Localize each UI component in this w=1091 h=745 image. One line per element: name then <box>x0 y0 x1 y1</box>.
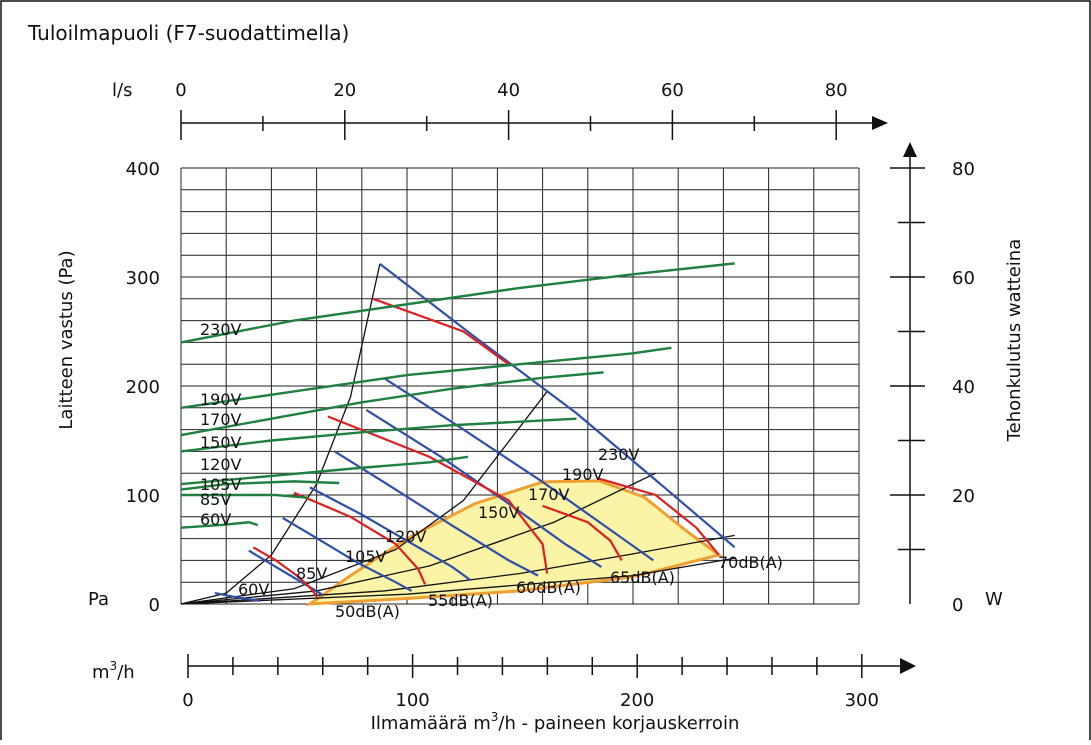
top-axis: 0 20 40 60 80 <box>175 80 888 140</box>
operating-area-fill <box>304 479 723 606</box>
pressure-curve <box>383 377 654 562</box>
left-axis-tick-label: 300 <box>126 268 160 289</box>
sound-curve <box>327 415 549 574</box>
chart-title: Tuloilmapuoli (F7-suodattimella) <box>27 21 349 45</box>
right-axis-tick-label: 40 <box>952 377 975 398</box>
power-curve <box>180 262 735 344</box>
bottom-axis-unit: m3/h <box>92 659 135 683</box>
left-axis-label: Laitteen vastus (Pa) <box>56 250 77 429</box>
sound-curve <box>293 491 427 585</box>
top-axis-tick-label: 80 <box>825 80 848 101</box>
pressure-curve <box>282 516 413 592</box>
pressure-curve <box>214 592 261 602</box>
envelope-line <box>180 472 656 605</box>
top-axis-tick-label: 60 <box>661 80 684 101</box>
pressure-curve-label: 190V <box>562 465 604 484</box>
power-curve <box>180 521 259 529</box>
sound-curve <box>252 546 318 597</box>
pressure-curve <box>248 549 324 597</box>
power-curve <box>180 480 340 491</box>
top-axis-unit: l/s <box>112 80 132 101</box>
pressure-curves <box>214 263 736 602</box>
bottom-axis-tick-label: 300 <box>845 690 879 711</box>
bottom-axis-arrow <box>900 658 916 674</box>
power-curve <box>180 455 469 486</box>
envelope-line <box>180 391 548 605</box>
pressure-curve <box>379 263 736 549</box>
sound-curves <box>252 297 720 597</box>
power-curve <box>180 371 604 437</box>
curve-labels: 230V190V170V150V120V105V85V60V230V190V17… <box>200 320 783 621</box>
pressure-curve <box>365 409 602 568</box>
pressure-curve <box>334 450 539 577</box>
grid <box>180 167 860 605</box>
power-curve <box>181 493 308 499</box>
pressure-curve-label: 170V <box>528 485 570 504</box>
right-axis-tick-label: 80 <box>952 159 975 180</box>
envelope-line <box>180 557 735 605</box>
power-curve-label: 105V <box>200 475 242 494</box>
right-axis-tick-label: 60 <box>952 268 975 289</box>
power-curve-label: 230V <box>200 320 242 339</box>
right-axis-tick-label: 20 <box>952 486 975 507</box>
sound-curve-label: 65dB(A) <box>610 568 675 587</box>
right-axis-unit: W <box>985 589 1003 610</box>
top-axis-arrow <box>872 116 888 130</box>
top-axis-tick-label: 20 <box>333 80 356 101</box>
top-axis-tick-label: 0 <box>175 80 186 101</box>
sound-curve-label: 50dB(A) <box>335 602 400 621</box>
pressure-curve-label: 105V <box>345 547 387 566</box>
power-curve-label: 150V <box>200 433 242 452</box>
power-curve-label: 60V <box>200 510 231 529</box>
right-axis: 0 20 40 60 80 <box>890 142 975 616</box>
left-axis-tick-label: 400 <box>126 159 160 180</box>
power-curves <box>180 262 735 529</box>
power-curve-label: 170V <box>200 410 242 429</box>
left-axis-tick-label: 0 <box>149 595 160 616</box>
pressure-curve-label: 60V <box>238 580 269 599</box>
right-axis-arrow <box>903 142 917 157</box>
bottom-axis: 0 100 200 300 <box>182 654 916 711</box>
bottom-axis-tick-label: 0 <box>182 690 193 711</box>
operating-area <box>304 479 723 606</box>
right-axis-tick-label: 0 <box>952 595 963 616</box>
pressure-curve-label: 150V <box>478 503 520 522</box>
sound-curve <box>598 477 720 556</box>
left-axis-tick-label: 200 <box>126 377 160 398</box>
power-curve <box>180 417 577 453</box>
sound-curve <box>542 504 623 561</box>
bottom-axis-tick-label: 200 <box>620 690 654 711</box>
x-axis-caption: Ilmamäärä m3/h - paineen korjauskerroin <box>371 710 740 734</box>
pressure-curve-label: 230V <box>598 445 640 464</box>
bottom-axis-tick-label: 100 <box>395 690 429 711</box>
left-axis-unit: Pa <box>88 589 109 610</box>
pressure-curve-label: 120V <box>385 527 427 546</box>
pressure-curve <box>309 486 471 581</box>
right-axis-label: Tehonkulutus watteina <box>1004 239 1025 442</box>
power-curve-label: 190V <box>200 390 242 409</box>
power-curve-label: 85V <box>200 490 231 509</box>
power-curve <box>180 346 672 409</box>
sound-curve-label: 70dB(A) <box>718 553 783 572</box>
left-axis: 0 100 200 300 400 <box>126 159 160 616</box>
top-axis-tick-label: 40 <box>497 80 520 101</box>
left-axis-tick-label: 100 <box>126 486 160 507</box>
sound-curve-label: 60dB(A) <box>516 578 581 597</box>
sound-curve <box>372 297 510 366</box>
sound-curve-label: 55dB(A) <box>428 591 493 610</box>
power-curve-label: 120V <box>200 455 242 474</box>
pressure-curve-label: 85V <box>296 564 327 583</box>
